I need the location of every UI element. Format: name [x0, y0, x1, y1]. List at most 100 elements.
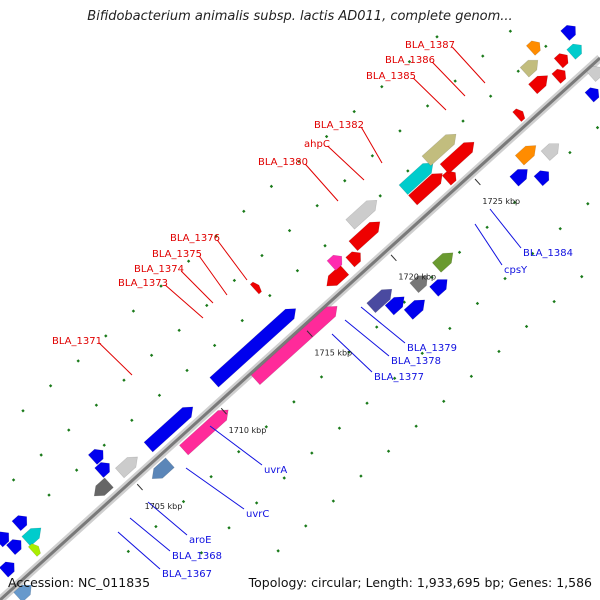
- gene-arrow-shape: [0, 561, 15, 578]
- ring-dot: [48, 384, 53, 388]
- ring-dot: [287, 228, 292, 233]
- tick-label: 1710 kbp: [229, 426, 267, 435]
- ring-dot: [122, 378, 126, 382]
- gene-label: BLA_1371: [52, 336, 102, 347]
- ring-dot: [209, 474, 213, 479]
- gene-arrow: [143, 406, 194, 453]
- ring-dot: [67, 428, 71, 432]
- ring-dot: [365, 401, 369, 405]
- ring-dot: [331, 499, 336, 503]
- gene-arrow-shape: [551, 68, 567, 84]
- label-leader: [431, 61, 466, 97]
- ring-dot: [497, 349, 501, 354]
- ring-dot: [310, 451, 314, 455]
- gene-arrow: [0, 561, 15, 578]
- ring-dot: [442, 399, 446, 403]
- tick-mark: [306, 330, 313, 338]
- label-leader: [327, 145, 365, 181]
- label-leader: [180, 270, 214, 304]
- gene-label: BLA_1384: [523, 248, 573, 259]
- ring-dot: [475, 301, 480, 306]
- gene-arrow-shape: [528, 75, 549, 95]
- gene-arrow: [345, 251, 361, 268]
- gene-arrow-shape: [13, 584, 32, 600]
- ring-dot: [76, 359, 80, 363]
- gene-arrow: [209, 308, 297, 388]
- ring-dot: [337, 426, 342, 430]
- ring-dot: [503, 276, 507, 281]
- gene-arrow-shape: [421, 133, 457, 167]
- gene-arrow-shape: [27, 543, 41, 557]
- gene-arrow-shape: [384, 296, 405, 316]
- gene-arrow-shape: [509, 169, 528, 187]
- ring-dot: [159, 284, 163, 288]
- gene-arrow: [439, 141, 475, 175]
- ring-dot: [595, 125, 600, 130]
- gene-label: BLA_1385: [366, 71, 416, 82]
- gene-arrow-shape: [533, 170, 550, 187]
- ring-dot: [205, 303, 209, 308]
- gene-arrow: [11, 515, 28, 532]
- ring-dot: [21, 409, 25, 413]
- gene-label: BLA_1375: [152, 249, 202, 260]
- gene-label: BLA_1377: [374, 372, 424, 383]
- ring-dot: [315, 203, 319, 208]
- ring-dot: [242, 209, 246, 214]
- ring-dot: [319, 375, 324, 379]
- tick-label: 1720 kbp: [398, 273, 436, 282]
- gene-arrow-shape: [345, 251, 361, 268]
- gene-arrow: [509, 169, 528, 187]
- ring-dot: [580, 274, 584, 279]
- gene-arrow: [87, 448, 104, 465]
- ring-dot: [430, 275, 434, 279]
- gene-arrow-shape: [249, 281, 262, 295]
- ring-dot: [47, 493, 51, 497]
- ring-dot: [282, 476, 286, 480]
- gene-arrow: [326, 254, 343, 271]
- gene-arrow-shape: [586, 65, 600, 83]
- ring-dot: [568, 150, 572, 155]
- ring-dot: [343, 179, 347, 183]
- gene-arrow-shape: [553, 53, 569, 69]
- ring-dot: [157, 393, 162, 398]
- backbone-line: [0, 56, 600, 600]
- gene-arrow: [27, 543, 41, 557]
- gene-arrow-shape: [5, 539, 22, 556]
- label-leader: [198, 255, 228, 296]
- tick-label: 1715 kbp: [314, 349, 352, 358]
- gene-arrow-shape: [348, 221, 381, 252]
- ring-dot: [530, 251, 535, 256]
- gene-arrow-shape: [514, 145, 537, 166]
- gene-arrow: [553, 53, 569, 69]
- label-leader: [98, 342, 133, 376]
- label-leader: [164, 284, 204, 319]
- gene-label: BLA_1368: [172, 551, 222, 562]
- ring-dot: [154, 524, 158, 529]
- gene-arrow-shape: [0, 531, 10, 548]
- gene-arrow: [5, 539, 22, 556]
- ring-dot: [323, 244, 327, 248]
- ring-dot: [131, 309, 136, 313]
- ring-dot: [324, 134, 329, 139]
- ring-dot: [407, 60, 412, 64]
- gene-arrow: [384, 296, 405, 316]
- ring-dot: [485, 225, 489, 230]
- ring-dot: [181, 499, 186, 504]
- gene-arrow-shape: [512, 108, 526, 123]
- gene-arrow-shape: [326, 264, 350, 287]
- gene-arrow-shape: [560, 24, 576, 41]
- gene-arrow-shape: [540, 143, 560, 162]
- label-leader: [147, 501, 188, 536]
- gene-label: BLA_1373: [118, 278, 168, 289]
- ring-dot: [406, 169, 410, 173]
- gene-arrow-shape: [93, 477, 114, 497]
- ring-dot: [544, 44, 548, 48]
- ring-dot: [11, 478, 16, 482]
- tick-label: 1705 kbp: [145, 502, 183, 511]
- label-leader: [451, 46, 486, 84]
- gene-features: [0, 24, 600, 600]
- label-leader: [360, 306, 406, 344]
- ring-dot: [212, 343, 217, 348]
